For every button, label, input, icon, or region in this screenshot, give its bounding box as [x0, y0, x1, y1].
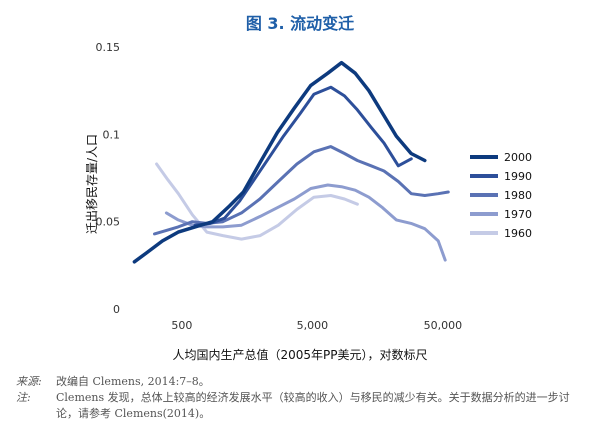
series-line-1970	[164, 183, 447, 262]
x-axis-label: 人均国内生产总值（2005年PP美元），对数标尺	[172, 347, 427, 362]
source-label: 来源:	[16, 375, 42, 388]
legend-label: 1980	[504, 189, 532, 202]
y-axis-ticks: 0 0.05 0.1 0.15	[96, 41, 121, 316]
y-tick-label: 0.05	[96, 216, 121, 229]
x-tick-label: 500	[171, 319, 192, 332]
series-line-1960	[155, 162, 359, 241]
series-line-1980	[153, 145, 450, 236]
source-text: 改编自 Clemens, 2014:7–8。	[56, 375, 210, 388]
note-text: Clemens 发现，总体上较高的经济发展水平（较高的收入）与移民的减少有关。关…	[56, 391, 570, 420]
y-axis-label: 迁出移民存量/人口	[85, 134, 99, 234]
x-tick-label: 5,000	[297, 319, 329, 332]
series-line-2000	[132, 60, 427, 264]
y-tick-label: 0.1	[103, 128, 121, 141]
legend-label: 1990	[504, 170, 532, 183]
chart-title: 图 3. 流动变迁	[245, 14, 355, 33]
x-tick-label: 50,000	[424, 319, 463, 332]
note-label: 注:	[16, 391, 31, 404]
note-row: 注: Clemens 发现，总体上较高的经济发展水平（较高的收入）与移民的减少有…	[16, 390, 586, 422]
legend-label: 2000	[504, 151, 532, 164]
x-axis-ticks: 500 5,000 50,000	[171, 319, 462, 332]
line-chart: 0 0.05 0.1 0.15 500 5,000 50,000 2000 1990 1980…	[85, 41, 532, 362]
legend-label: 1970	[504, 208, 532, 221]
series-line-1990	[193, 85, 413, 227]
series-lines	[132, 60, 450, 264]
legend-label: 1960	[504, 227, 532, 240]
legend: 2000 1990 1980 1970 1960	[470, 151, 532, 240]
notes: 来源: 改编自 Clemens, 2014:7–8。 注: Clemens 发现…	[16, 374, 586, 422]
y-tick-label: 0.15	[96, 41, 121, 54]
y-tick-label: 0	[113, 303, 120, 316]
source-row: 来源: 改编自 Clemens, 2014:7–8。	[16, 374, 586, 390]
